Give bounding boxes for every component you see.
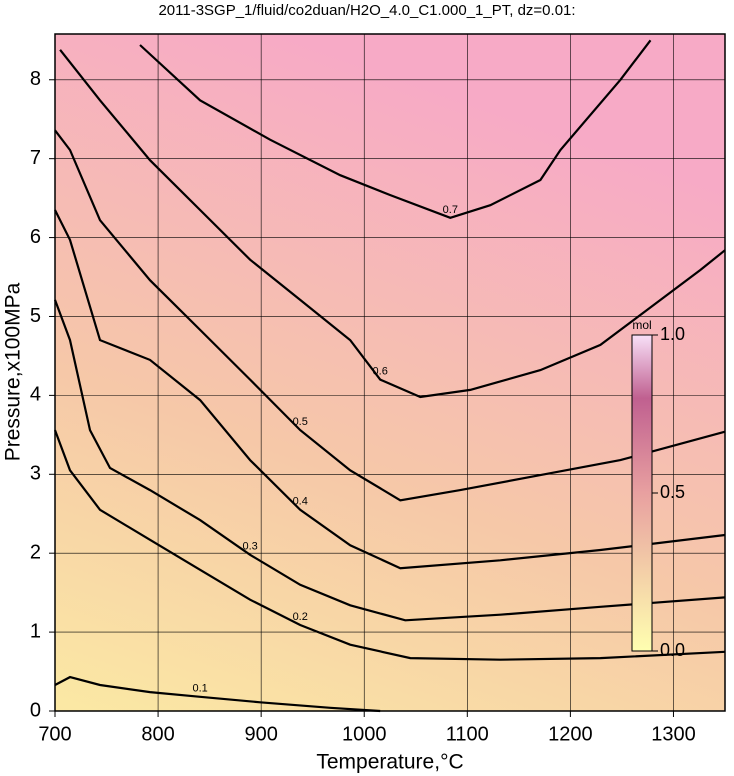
contour-line <box>139 39 652 219</box>
contour-label: 0.2 <box>293 611 308 623</box>
x-tick-label: 1100 <box>446 723 489 745</box>
contour-label: 0.6 <box>373 366 388 378</box>
y-tick-label: 8 <box>30 68 41 90</box>
colorbar-label: mol <box>632 318 651 332</box>
contour-line <box>53 429 726 661</box>
x-tick-label: 1300 <box>651 723 696 745</box>
y-tick-label: 7 <box>30 147 41 169</box>
colorbar: mol 0.0 0.5 1.0 <box>631 318 685 660</box>
y-tick-label: 6 <box>30 226 41 248</box>
chart-title: 2011-3SGP_1/fluid/co2duan/H2O_4.0_C1.000… <box>158 2 575 19</box>
contour-label: 0.4 <box>293 496 308 508</box>
y-tick-label: 4 <box>30 384 41 406</box>
contour-line <box>53 299 726 622</box>
y-axis-label: Pressure,x100MPa <box>2 282 25 461</box>
contour-line <box>54 675 381 713</box>
contours: 0.7 0.6 0.5 0.4 0.3 0.2 0.1 <box>53 39 726 713</box>
x-tick-label: 1000 <box>342 723 387 745</box>
y-tick-label: 2 <box>30 541 41 563</box>
x-axis-label: Temperature,°C <box>316 751 463 774</box>
contour-line <box>54 209 726 570</box>
colorbar-tick-label: 1.0 <box>660 324 685 344</box>
plot-frame <box>54 33 726 712</box>
contour-line <box>59 49 726 399</box>
contour-label: 0.1 <box>192 683 207 695</box>
colorbar-bar <box>631 334 653 652</box>
y-tick-label: 0 <box>30 699 41 721</box>
y-tick-label: 3 <box>30 463 41 485</box>
contour-line <box>54 129 726 502</box>
contour-label: 0.7 <box>443 204 458 216</box>
colorbar-tick-label: 0.5 <box>660 482 685 502</box>
plot-background <box>55 34 725 711</box>
colorbar-tick-label: 0.0 <box>660 640 685 660</box>
contour-label: 0.5 <box>293 416 308 428</box>
x-tick-label: 1200 <box>548 723 593 745</box>
x-tick-label: 700 <box>38 723 71 745</box>
y-tick-label: 1 <box>30 620 41 642</box>
x-tick-label: 800 <box>141 723 174 745</box>
contour-label: 0.3 <box>242 541 257 553</box>
grid <box>54 34 725 712</box>
y-tick-label: 5 <box>30 305 41 327</box>
x-tick-label: 900 <box>244 723 277 745</box>
